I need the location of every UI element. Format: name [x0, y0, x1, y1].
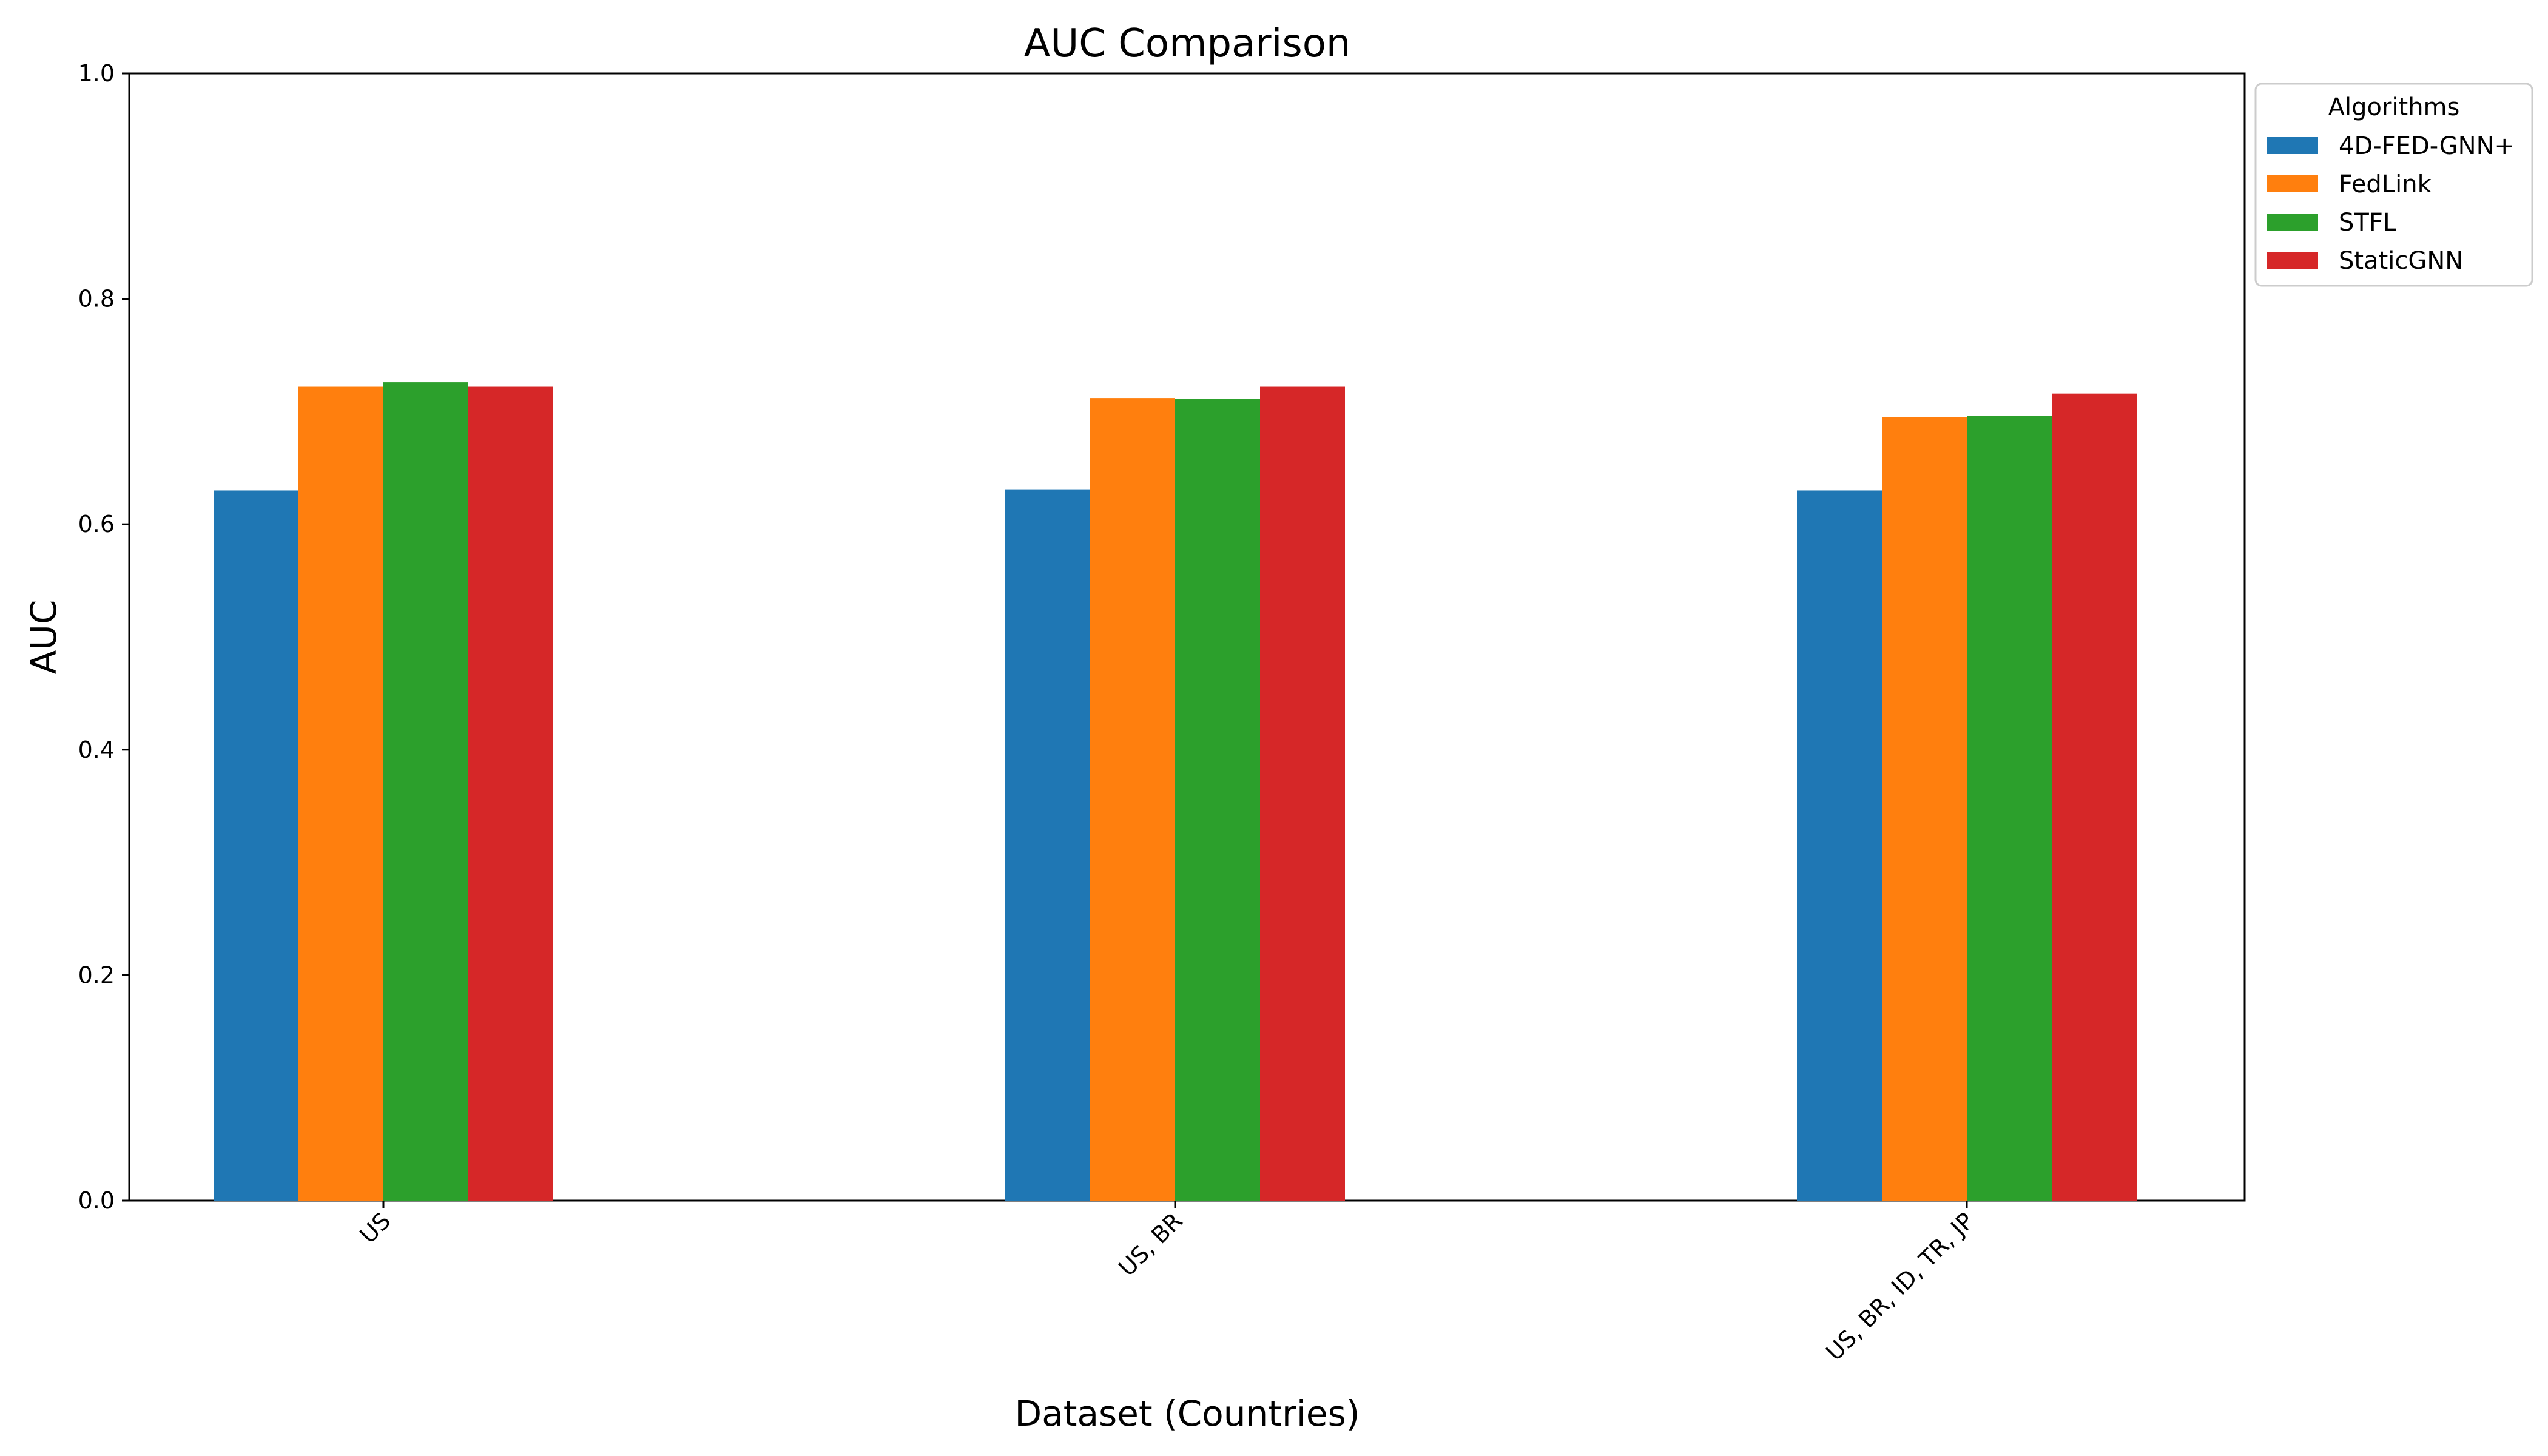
- bar-stfl-us-br-id-tr-jp: [1967, 416, 2052, 1201]
- legend: Algorithms 4D-FED-GNN+ FedLink STFL StaticG…: [2254, 83, 2533, 287]
- bar-staticgnn-us: [468, 386, 553, 1201]
- bar-fedlink-us: [298, 386, 383, 1201]
- bar-fedlink-us-br: [1090, 398, 1175, 1201]
- legend-label: FedLink: [2339, 170, 2432, 198]
- bars-group: [214, 382, 2137, 1201]
- y-tick-label: 0.4: [78, 736, 115, 763]
- x-axis-title: Dataset (Countries): [1015, 1393, 1360, 1434]
- bar-fedlink-us-br-id-tr-jp: [1882, 417, 1967, 1201]
- bar-4d-fed-gnn--us-br-id-tr-jp: [1797, 490, 1882, 1201]
- legend-swatch: [2267, 214, 2318, 231]
- y-axis: 0.0 0.2 0.4 0.6 0.8 1.0: [78, 60, 129, 1214]
- legend-title: Algorithms: [2328, 93, 2460, 121]
- bar-4d-fed-gnn--us: [214, 490, 298, 1201]
- legend-items: 4D-FED-GNN+ FedLink STFL StaticGNN: [2267, 132, 2515, 275]
- y-tick-label: 0.6: [78, 511, 115, 538]
- y-tick-label: 0.8: [78, 286, 115, 312]
- bar-staticgnn-us-br-id-tr-jp: [2052, 393, 2137, 1201]
- bar-stfl-us: [383, 382, 468, 1201]
- legend-label: StaticGNN: [2339, 247, 2463, 275]
- y-tick-label: 1.0: [78, 60, 115, 87]
- chart-title: AUC Comparison: [1024, 21, 1351, 66]
- bar-4d-fed-gnn--us-br: [1005, 489, 1090, 1201]
- bar-staticgnn-us-br: [1260, 386, 1345, 1201]
- y-tick-label: 0.2: [78, 962, 115, 988]
- legend-label: 4D-FED-GNN+: [2339, 132, 2515, 160]
- legend-swatch: [2267, 175, 2318, 192]
- legend-swatch: [2267, 137, 2318, 154]
- y-axis-title: AUC: [23, 600, 64, 675]
- legend-box: [2254, 83, 2533, 287]
- legend-swatch: [2267, 252, 2318, 269]
- y-tick-label: 0.0: [78, 1187, 115, 1214]
- bar-stfl-us-br: [1175, 399, 1260, 1201]
- legend-label: STFL: [2339, 209, 2397, 237]
